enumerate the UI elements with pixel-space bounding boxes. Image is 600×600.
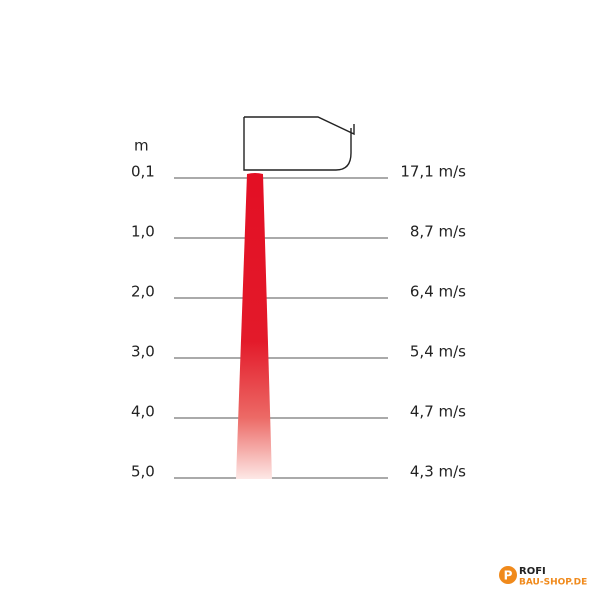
distance-label: 1,0: [131, 223, 155, 241]
distance-label: 4,0: [131, 403, 155, 421]
velocity-label: 4,7 m/s: [410, 403, 466, 421]
logo-name: ROFI: [519, 566, 546, 577]
velocity-label: 5,4 m/s: [410, 343, 466, 361]
heater-outline: [243, 116, 355, 171]
distance-label: 5,0: [131, 463, 155, 481]
unit-label: m: [134, 137, 149, 155]
velocity-label: 8,7 m/s: [410, 223, 466, 241]
logo-badge: [499, 566, 517, 584]
distance-label: 3,0: [131, 343, 155, 361]
air-beam: [236, 173, 272, 479]
velocity-label: 4,3 m/s: [410, 463, 466, 481]
velocity-label: 6,4 m/s: [410, 283, 466, 301]
distance-label: 2,0: [131, 283, 155, 301]
rows: 0,1 17,1 m/s 1,0 8,7 m/s 2,0 6,4 m/s 3,0 5,4 m/…: [131, 163, 466, 481]
distance-label: 0,1: [131, 163, 155, 181]
logo-mark: P: [504, 569, 513, 583]
velocity-label: 17,1 m/s: [400, 163, 466, 181]
logo-domain: BAU-SHOP.DE: [519, 578, 587, 588]
logo: P ROFI BAU-SHOP.DE: [499, 566, 587, 588]
